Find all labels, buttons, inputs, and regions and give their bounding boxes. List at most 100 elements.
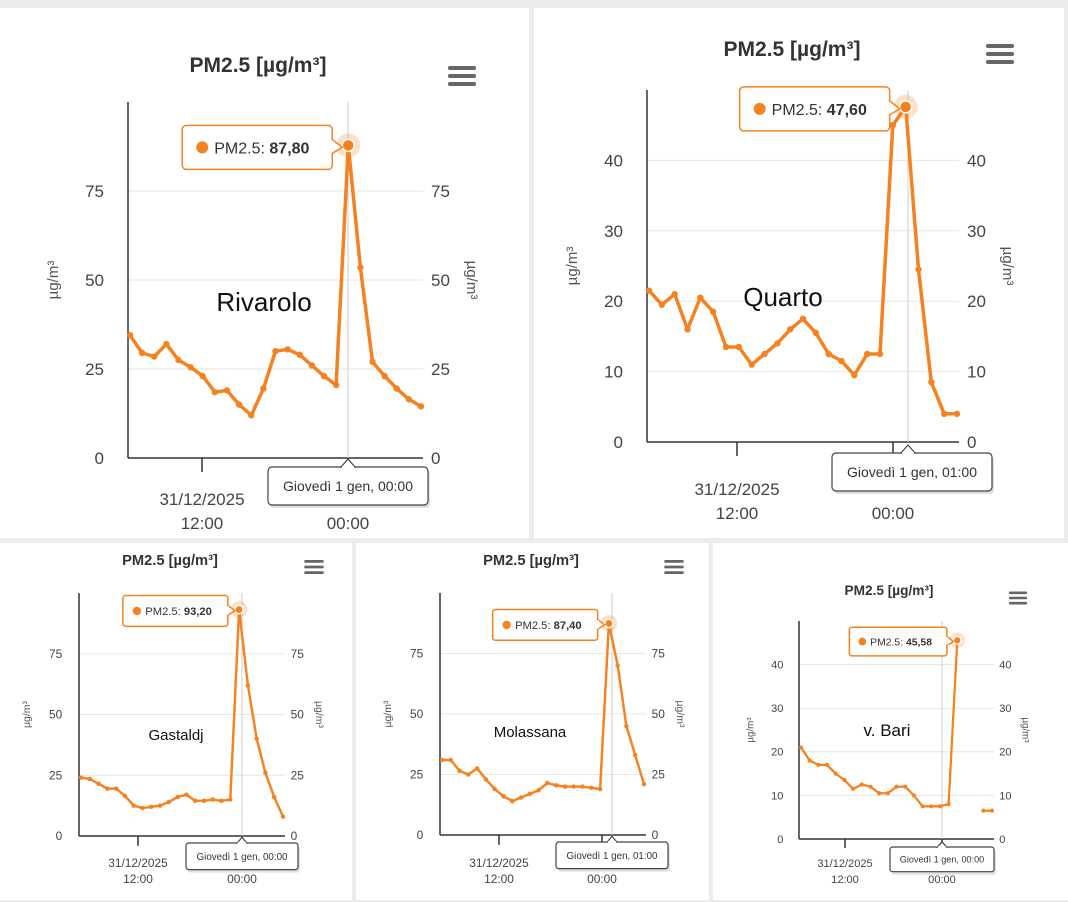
data-point[interactable] [223,387,231,394]
data-point[interactable] [894,784,899,789]
data-point[interactable] [877,791,882,796]
data-point[interactable] [87,776,93,782]
data-point[interactable] [940,410,948,418]
data-point[interactable] [709,308,717,315]
data-point[interactable] [474,766,480,771]
data-point[interactable] [816,762,821,767]
data-point[interactable] [260,385,267,392]
data-point[interactable] [937,804,942,809]
data-point[interactable] [122,793,128,799]
data-point[interactable] [589,785,594,791]
data-point[interactable] [615,663,620,668]
data-point[interactable] [697,294,704,301]
data-point[interactable] [381,372,388,380]
hamburger-menu-icon[interactable] [1008,591,1028,605]
highlighted-point[interactable] [898,100,913,114]
data-point[interactable] [903,784,908,789]
data-point[interactable] [308,362,316,369]
data-point[interactable] [184,792,189,797]
data-point[interactable] [885,791,890,796]
data-point[interactable] [272,348,279,355]
highlighted-point[interactable] [603,618,614,629]
data-point[interactable] [263,770,268,776]
data-point[interactable] [842,778,847,783]
data-point[interactable] [96,781,101,786]
data-point[interactable] [545,780,550,786]
data-point[interactable] [271,794,277,800]
data-point[interactable] [369,358,376,366]
data-point[interactable] [851,371,858,379]
data-point[interactable] [812,329,820,337]
data-point[interactable] [641,781,647,787]
data-point[interactable] [219,798,224,804]
data-point[interactable] [357,264,364,271]
data-point[interactable] [320,372,328,380]
data-point[interactable] [761,350,768,358]
data-point[interactable] [201,798,207,804]
data-point[interactable] [245,683,251,688]
data-point[interactable] [280,814,286,819]
data-point[interactable] [228,797,233,802]
data-point[interactable] [658,301,666,308]
data-point[interactable] [735,343,743,351]
data-point[interactable] [671,290,678,298]
hamburger-menu-icon[interactable] [448,66,476,86]
data-point[interactable] [405,396,413,403]
data-point[interactable] [157,803,163,808]
hamburger-menu-icon[interactable] [986,44,1014,64]
data-point[interactable] [166,799,172,805]
data-point[interactable] [876,350,884,358]
data-point[interactable] [536,787,541,793]
data-point[interactable] [571,784,576,789]
hamburger-menu-icon[interactable] [304,560,324,574]
data-point[interactable] [210,797,215,802]
data-point[interactable] [863,350,871,358]
data-point[interactable] [553,783,559,788]
data-point[interactable] [748,361,755,368]
data-point[interactable] [562,784,568,789]
data-point[interactable] [457,768,462,774]
data-point[interactable] [163,340,170,348]
data-point[interactable] [483,777,489,782]
data-point[interactable] [825,350,832,358]
data-point[interactable] [989,808,995,813]
data-point[interactable] [439,757,445,763]
data-point[interactable] [393,385,400,392]
data-point[interactable] [140,805,145,811]
data-point[interactable] [492,786,497,792]
data-point[interactable] [889,122,897,129]
highlighted-point[interactable] [341,138,355,153]
data-point[interactable] [851,786,856,791]
data-point[interactable] [151,353,158,360]
data-point[interactable] [332,381,340,389]
data-point[interactable] [417,403,425,410]
data-point[interactable] [824,762,830,767]
data-point[interactable] [501,794,506,799]
data-point[interactable] [597,786,603,792]
data-point[interactable] [248,412,255,419]
data-point[interactable] [131,803,136,808]
data-point[interactable] [126,331,134,339]
data-point[interactable] [799,315,807,322]
data-point[interactable] [953,410,961,418]
data-point[interactable] [911,793,916,798]
data-point[interactable] [920,804,925,809]
data-point[interactable] [981,808,986,813]
data-point[interactable] [624,723,629,729]
data-point[interactable] [645,287,653,294]
data-point[interactable] [175,794,180,800]
data-point[interactable] [211,388,219,396]
data-point[interactable] [838,357,845,365]
data-point[interactable] [859,782,864,787]
data-point[interactable] [192,798,198,804]
highlighted-point[interactable] [234,604,245,615]
data-point[interactable] [786,326,794,333]
data-point[interactable] [722,343,730,351]
data-point[interactable] [774,340,781,347]
data-point[interactable] [296,351,303,358]
data-point[interactable] [138,349,146,357]
data-point[interactable] [113,786,119,791]
data-point[interactable] [254,736,259,742]
data-point[interactable] [448,757,454,763]
data-point[interactable] [833,771,838,776]
